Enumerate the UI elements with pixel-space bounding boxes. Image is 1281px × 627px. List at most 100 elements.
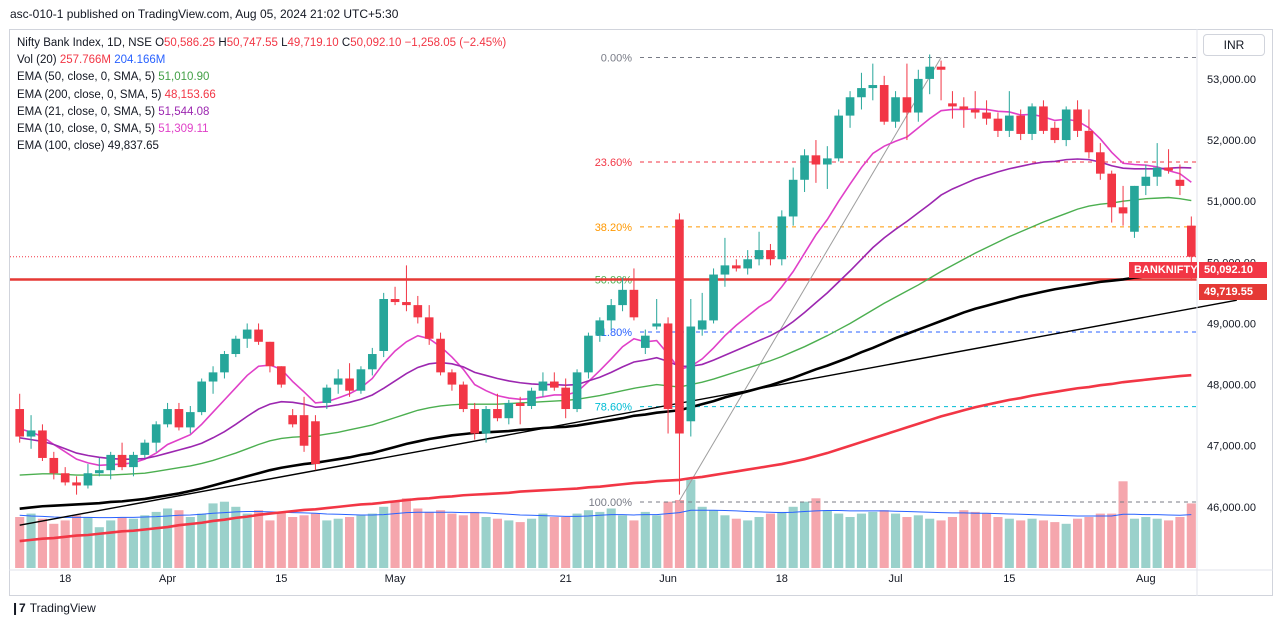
- candle-body: [140, 442, 150, 455]
- volume-bar: [333, 518, 343, 568]
- volume-bar: [1186, 503, 1196, 568]
- x-tick-label: 15: [1003, 573, 1015, 585]
- candle-body: [879, 85, 889, 122]
- volume-bar: [947, 517, 957, 568]
- candle-body: [163, 409, 172, 425]
- legend-ema10-value: 51,309.11: [158, 123, 209, 136]
- candle-body: [913, 78, 923, 113]
- volume-bar: [788, 506, 798, 568]
- volume-bar: [470, 511, 480, 568]
- candle-body: [60, 473, 70, 483]
- x-tick-label: 18: [59, 573, 71, 585]
- candle-body: [493, 409, 502, 419]
- volume-bar: [1038, 520, 1048, 568]
- candle-body: [743, 259, 753, 269]
- y-tick-label: 53,000.00: [1207, 74, 1256, 86]
- legend-volume-label: Vol (20): [17, 54, 57, 67]
- candle-body: [1004, 115, 1014, 131]
- volume-bar: [561, 517, 571, 568]
- legend-ema200: EMA (200, close, 0, SMA, 5) 48,153.66: [17, 87, 506, 104]
- volume-bar: [1164, 520, 1174, 568]
- candle-body: [652, 323, 662, 327]
- candle-body: [345, 378, 354, 391]
- candle-body: [458, 384, 468, 410]
- x-tick-label: May: [385, 573, 406, 585]
- volume-bar: [367, 513, 377, 568]
- candle-body: [436, 338, 445, 373]
- chart-frame: [9, 29, 1273, 596]
- volume-bar: [652, 515, 662, 568]
- candle-body: [106, 454, 116, 471]
- volume-bar: [743, 520, 753, 568]
- volume-bar: [37, 518, 47, 568]
- candle-body: [72, 482, 81, 486]
- candle-body: [948, 103, 957, 107]
- volume-bar: [1073, 518, 1083, 568]
- footer-brand[interactable]: TradingView: [29, 601, 96, 615]
- volume-bar: [845, 517, 855, 568]
- volume-bar: [379, 506, 389, 568]
- candle-body: [515, 402, 525, 406]
- volume-bar: [538, 513, 548, 568]
- volume-bar: [15, 517, 25, 568]
- volume-bar: [834, 513, 844, 568]
- fib-level-label: 38.20%: [595, 222, 633, 234]
- fib-level-label: 100.00%: [589, 497, 633, 509]
- candle-body: [276, 366, 286, 385]
- candle-body: [777, 216, 787, 260]
- candle-body: [333, 378, 343, 385]
- candle-body: [174, 409, 184, 428]
- volume-bar: [970, 511, 980, 568]
- volume-bar: [254, 510, 264, 568]
- candle-body: [311, 421, 320, 465]
- candle-body: [766, 250, 775, 260]
- candle-body: [413, 305, 423, 318]
- legend-ema100: EMA (100, close) 49,837.65: [17, 138, 506, 155]
- volume-bar: [231, 506, 241, 568]
- volume-bar: [868, 511, 878, 568]
- volume-bar: [163, 508, 173, 568]
- fib-level-label: 0.00%: [601, 53, 632, 65]
- candle-body: [618, 289, 627, 306]
- candle-body: [299, 415, 309, 446]
- candle-body: [686, 326, 696, 422]
- tradingview-logo-icon: ❙7: [10, 601, 26, 615]
- volume-bar: [709, 510, 719, 568]
- candle-body: [197, 381, 207, 413]
- candle-body: [606, 305, 616, 321]
- volume-bar: [174, 510, 184, 568]
- candle-body: [129, 454, 138, 468]
- volume-bar: [458, 515, 468, 568]
- currency-button[interactable]: INR: [1203, 34, 1265, 56]
- ema21-line: [19, 158, 1192, 460]
- candle-body: [1141, 176, 1151, 186]
- legend-low-value: 49,719.10: [287, 37, 339, 49]
- x-tick-label: Apr: [159, 573, 176, 585]
- candle-body: [595, 320, 605, 336]
- volume-bar: [800, 501, 810, 568]
- candle-body: [94, 470, 104, 474]
- volume-bar: [117, 517, 127, 568]
- candle-body: [663, 323, 673, 410]
- volume-bar: [902, 517, 912, 568]
- candle-body: [936, 66, 946, 70]
- candle-body: [959, 106, 969, 110]
- volume-bar: [754, 517, 764, 568]
- volume-bar: [856, 513, 866, 568]
- volume-bar: [936, 520, 946, 568]
- volume-bar: [527, 518, 537, 568]
- candle-body: [1152, 167, 1162, 177]
- volume-bar: [1118, 481, 1128, 568]
- legend-low-label: L: [281, 37, 288, 49]
- symbol-price-tag: BANKNIFTY: [1129, 262, 1198, 278]
- volume-bar: [436, 510, 446, 568]
- volume-bar: [993, 517, 1003, 568]
- volume-bar: [606, 508, 616, 568]
- volume-bar: [401, 498, 411, 568]
- swing-line: [679, 57, 942, 502]
- volume-bar: [288, 517, 298, 568]
- candle-body: [367, 354, 377, 370]
- candle-body: [1050, 127, 1060, 141]
- legend-open-label: O: [155, 37, 165, 49]
